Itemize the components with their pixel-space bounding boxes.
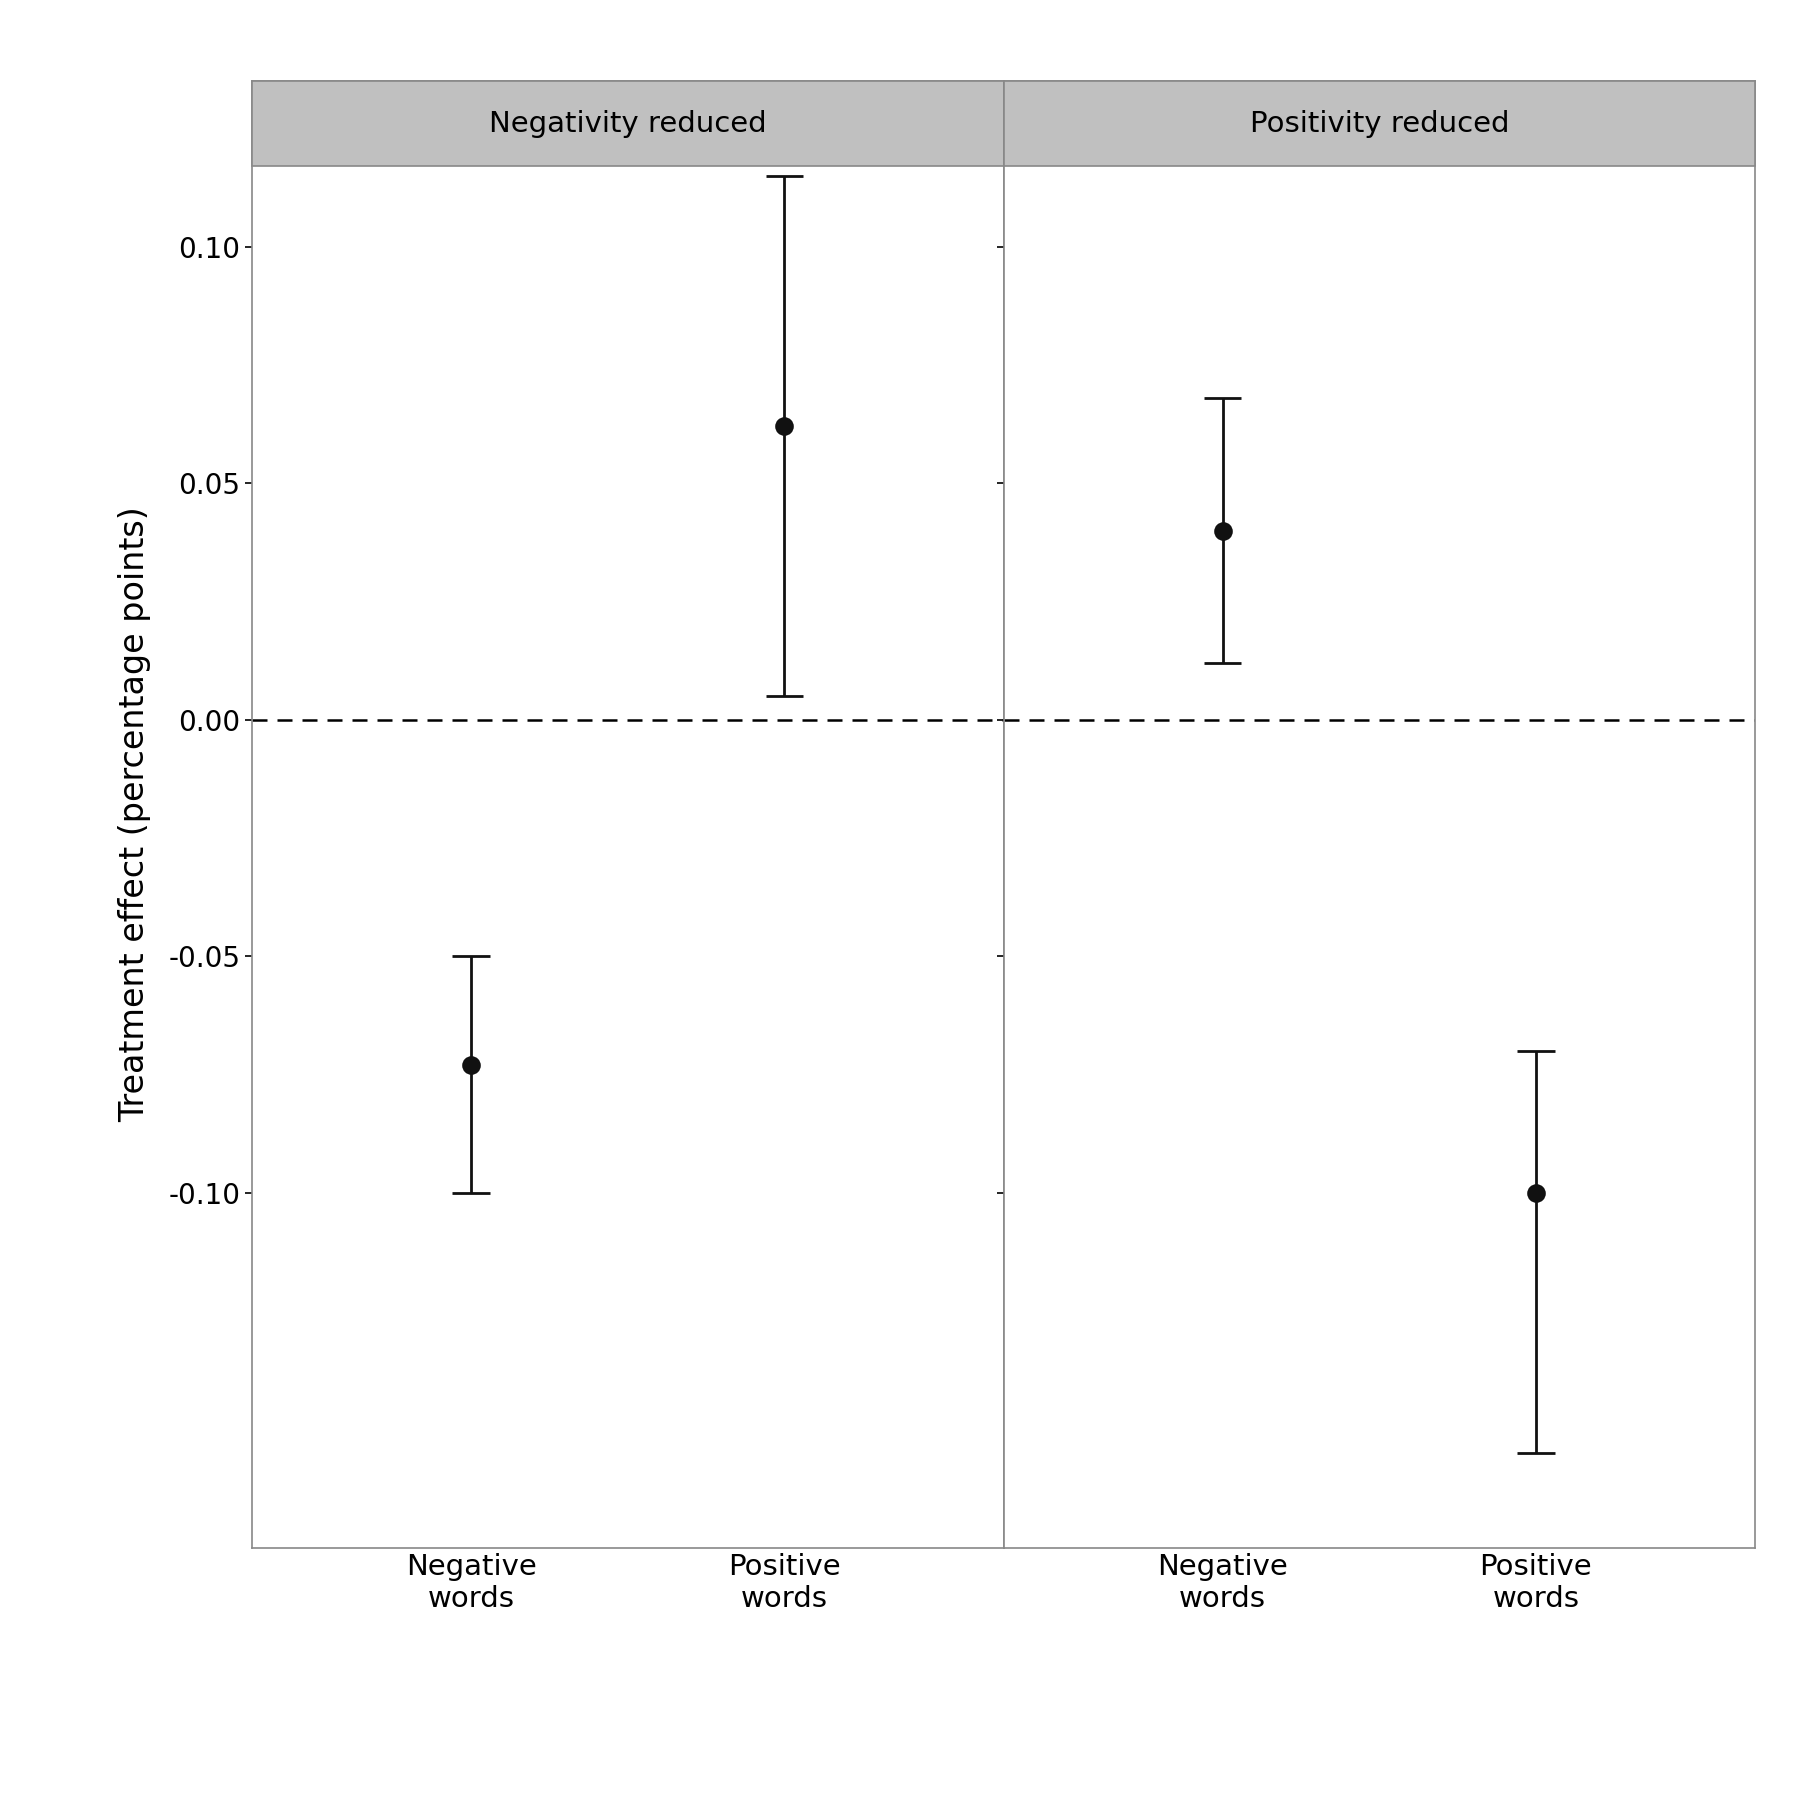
Point xyxy=(457,1051,486,1080)
Y-axis label: Treatment effect (percentage points): Treatment effect (percentage points) xyxy=(119,506,151,1123)
FancyBboxPatch shape xyxy=(1004,81,1755,166)
Text: Positivity reduced: Positivity reduced xyxy=(1249,110,1508,137)
Point xyxy=(1208,517,1237,545)
Text: Negativity reduced: Negativity reduced xyxy=(490,110,767,137)
Point xyxy=(770,412,799,441)
FancyBboxPatch shape xyxy=(252,81,1004,166)
Point xyxy=(1521,1179,1550,1208)
